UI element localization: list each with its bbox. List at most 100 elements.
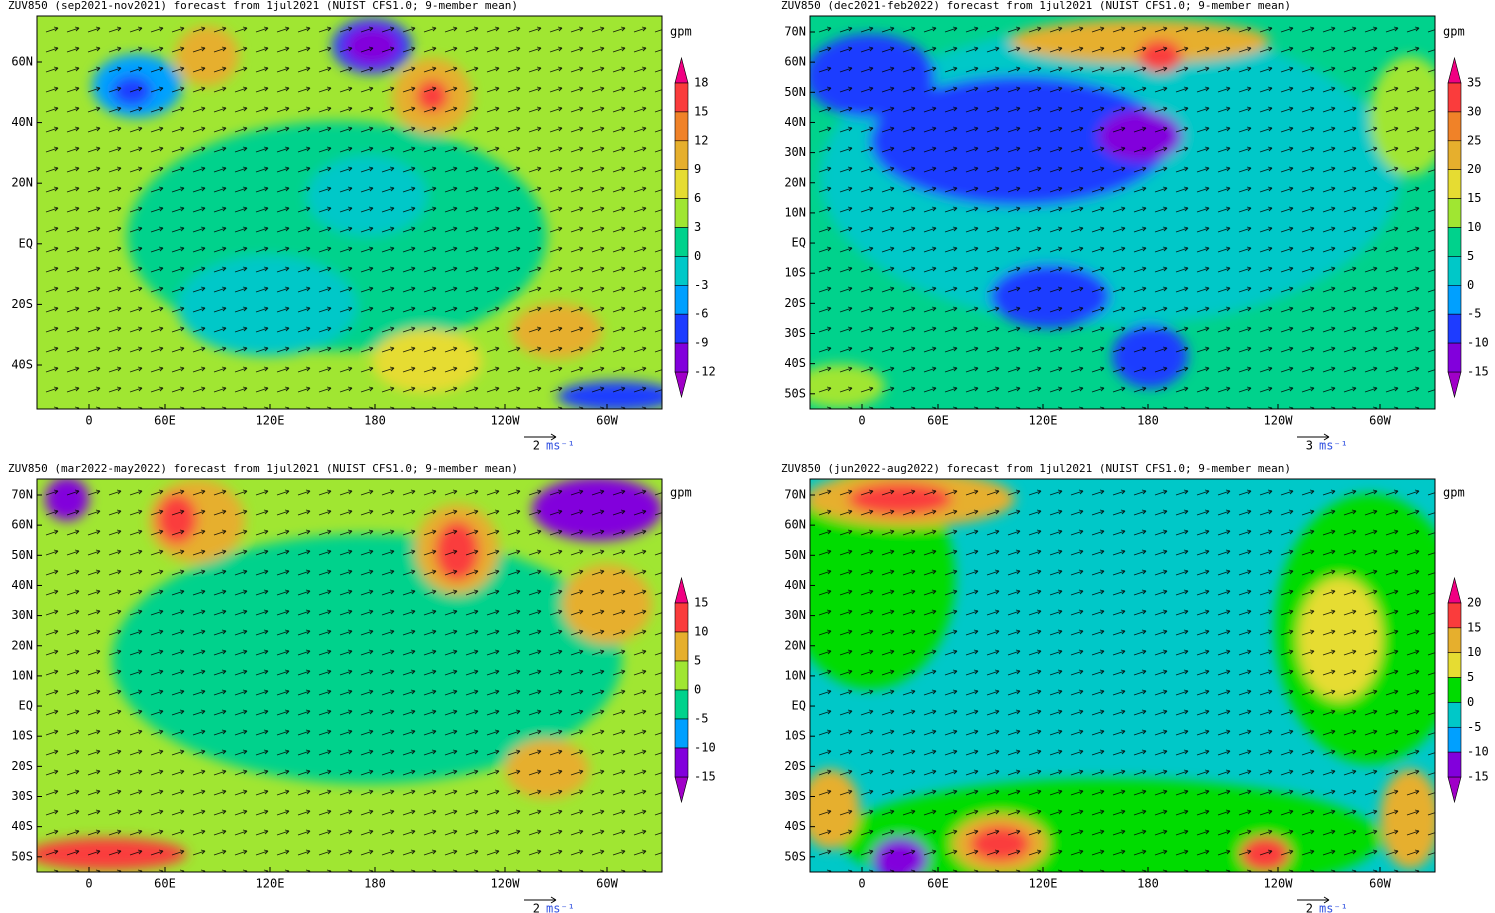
lat-label: 30N	[11, 608, 33, 622]
lat-label: 10S	[784, 729, 806, 743]
ref-unit: ms⁻¹	[1319, 902, 1348, 913]
colorbar-segment	[1447, 627, 1462, 654]
colorbar-label: 9	[694, 162, 701, 176]
colorbar-segment	[1447, 256, 1462, 286]
lon-label: 0	[85, 414, 92, 428]
colorbar-end	[674, 576, 689, 604]
colorbar-segment	[1447, 313, 1462, 344]
lat-label: 70N	[784, 488, 806, 502]
colorbar-label: -5	[1467, 720, 1481, 734]
colorbar-segment	[1447, 702, 1462, 728]
colorbar-label: 12	[694, 133, 708, 147]
colorbar-label: 10	[694, 625, 708, 639]
map-panel: ZUV850 (sep2021-nov2021) forecast from 1…	[8, 0, 716, 453]
field	[810, 479, 1435, 872]
map-frame	[36, 15, 663, 410]
lat-label: 10S	[11, 729, 33, 743]
lon-label: 60E	[154, 877, 176, 891]
lat-label: 60N	[11, 55, 33, 69]
colorbar-end	[1447, 56, 1462, 84]
lat-label: 30S	[784, 789, 806, 803]
colorbar-segment	[1447, 342, 1462, 373]
colorbar-unit: gpm	[1443, 25, 1465, 39]
colorbar-segment	[674, 111, 689, 142]
colorbar-label: 5	[1467, 249, 1474, 263]
map-panel: ZUV850 (dec2021-feb2022) forecast from 1…	[781, 0, 1489, 453]
colorbar-label: 0	[694, 683, 701, 697]
colorbar-segment	[674, 631, 689, 662]
colorbar-segment	[1447, 602, 1462, 629]
lat-label: 40N	[11, 115, 33, 129]
ref-arrow-head	[1323, 896, 1330, 904]
colorbar-label: -10	[694, 741, 716, 755]
lat-label: 60N	[784, 55, 806, 69]
colorbar-label: 0	[1467, 695, 1474, 709]
lat-label: 30N	[784, 608, 806, 622]
colorbar-unit: gpm	[1443, 486, 1465, 500]
colorbar-label: -10	[1467, 745, 1489, 759]
colorbar-label: -5	[694, 712, 708, 726]
colorbar-label: 15	[694, 104, 708, 118]
lon-label: 120W	[1264, 414, 1294, 428]
colorbar-segment	[1447, 227, 1462, 257]
colorbar-end	[674, 56, 689, 84]
panel-title: ZUV850 (sep2021-nov2021) forecast from 1…	[8, 0, 518, 12]
colorbar-unit: gpm	[670, 486, 692, 500]
lat-label: 10S	[784, 266, 806, 280]
colorbar-label: 10	[1467, 645, 1481, 659]
colorbar-label: 0	[1467, 278, 1474, 292]
lon-label: 120E	[256, 414, 285, 428]
lon-label: 0	[858, 877, 865, 891]
colorbar-unit: gpm	[670, 25, 692, 39]
wind-vectors	[810, 16, 1435, 409]
lat-label: 20S	[11, 759, 33, 773]
lat-label: 20N	[11, 176, 33, 190]
lat-label: 70N	[784, 25, 806, 39]
colorbar-segment	[674, 747, 689, 778]
colorbar-label: -3	[694, 278, 708, 292]
lon-label: 180	[1137, 414, 1159, 428]
colorbar-label: -15	[694, 770, 716, 784]
colorbar-segment	[674, 227, 689, 257]
colorbar-segment	[1447, 726, 1462, 753]
ref-arrow-head	[550, 433, 557, 441]
colorbar-label: 18	[694, 76, 708, 90]
colorbar-label: 15	[1467, 620, 1481, 634]
colorbar-segment	[1447, 169, 1462, 199]
colorbar-segment	[1447, 140, 1462, 171]
colorbar-label: 5	[694, 654, 701, 668]
colorbar-segment	[1447, 284, 1462, 315]
colorbar-label: -15	[1467, 770, 1489, 784]
map-panel: ZUV850 (mar2022-may2022) forecast from 1…	[8, 462, 716, 913]
colorbar-label: -6	[694, 307, 708, 321]
colorbar-label: 5	[1467, 670, 1474, 684]
lon-label: 60W	[596, 414, 618, 428]
ref-value: 3	[1306, 439, 1313, 453]
wind-vectors	[37, 16, 662, 409]
lat-label: 50S	[11, 849, 33, 863]
colorbar-segment	[674, 313, 689, 344]
panel-title: ZUV850 (mar2022-may2022) forecast from 1…	[8, 462, 518, 475]
ref-unit: ms⁻¹	[546, 439, 575, 453]
lat-label: 30N	[784, 145, 806, 159]
colorbar-segment	[1447, 751, 1462, 778]
field	[37, 16, 662, 409]
lat-label: EQ	[792, 236, 806, 250]
lat-label: 50S	[784, 849, 806, 863]
lat-label: 40S	[784, 819, 806, 833]
colorbar-label: 25	[1467, 133, 1481, 147]
colorbar-segment	[674, 140, 689, 171]
colorbar-label: 20	[1467, 596, 1481, 610]
map-panel: ZUV850 (jun2022-aug2022) forecast from 1…	[781, 462, 1489, 913]
lon-label: 120W	[1264, 877, 1294, 891]
lat-label: 50S	[784, 386, 806, 400]
ref-value: 2	[533, 439, 540, 453]
colorbar-label: 20	[1467, 162, 1481, 176]
colorbar-segment	[1447, 111, 1462, 142]
lat-label: 50N	[784, 85, 806, 99]
colorbar-segment	[674, 718, 689, 749]
field	[37, 479, 662, 872]
colorbar-label: -15	[1467, 365, 1489, 379]
lon-label: 60W	[1369, 877, 1391, 891]
lon-label: 120W	[491, 414, 521, 428]
